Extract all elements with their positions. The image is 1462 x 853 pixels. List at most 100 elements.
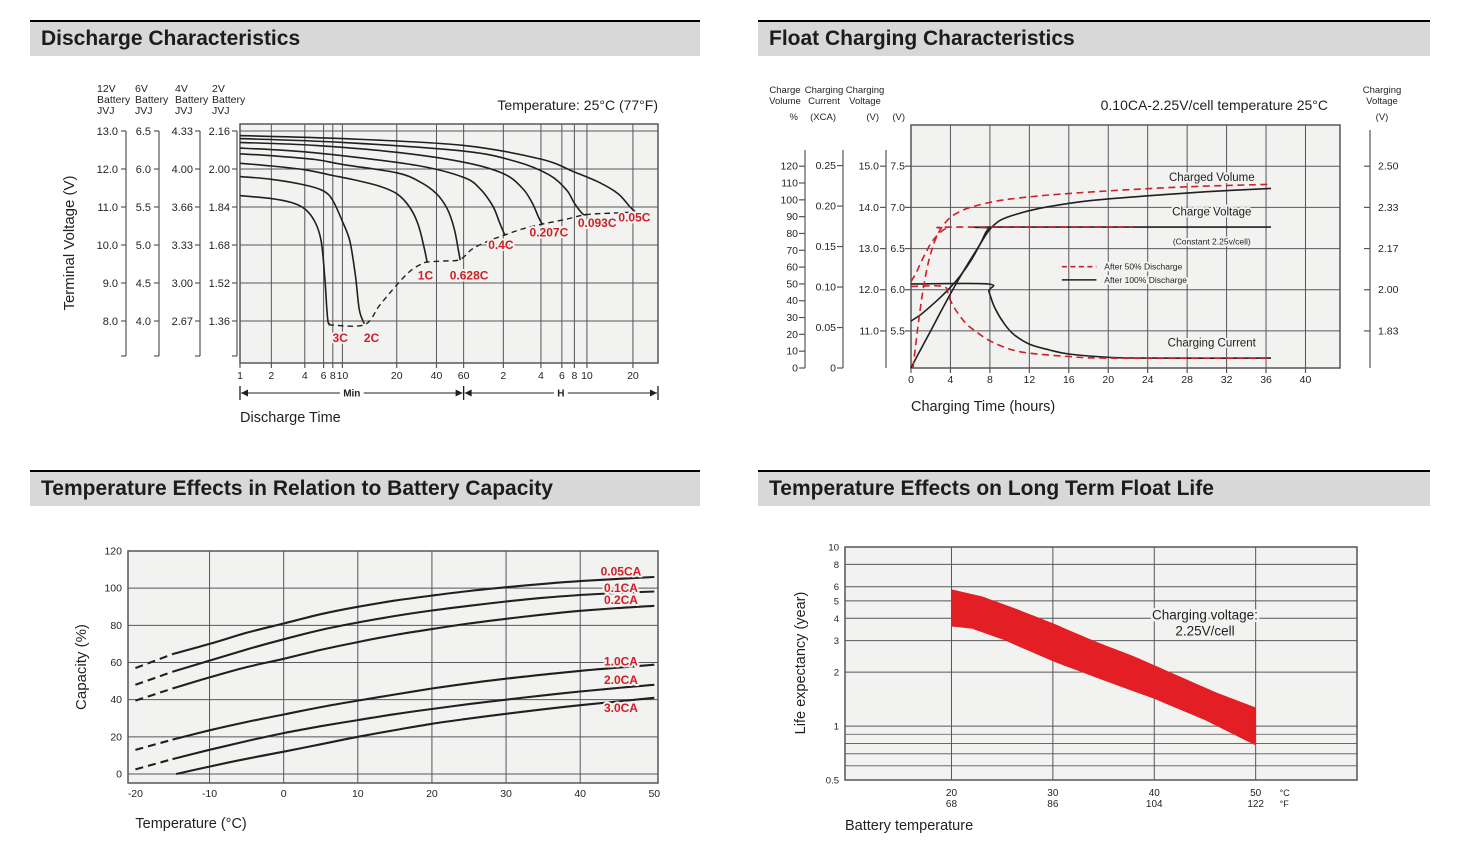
section-header-float-life: Temperature Effects on Long Term Float L… xyxy=(758,470,1430,506)
scale-tick-label: 10.0 xyxy=(97,240,118,252)
curve-3C xyxy=(239,194,331,325)
curve-1.0CA-cold-dashed xyxy=(135,738,173,751)
capacity-curves xyxy=(135,575,655,776)
float-charging-curves xyxy=(910,183,1272,369)
scale-tick-label: 3.33 xyxy=(172,240,193,252)
scale-tick-label: 15.0 xyxy=(859,161,880,173)
rate-label-0.1CA: 0.1CA xyxy=(604,581,638,595)
curve-charged-volume-after-100 xyxy=(910,187,1272,369)
scale-header: Voltage xyxy=(1366,96,1398,107)
scale-tick-label: 2.00 xyxy=(209,164,230,176)
rate-label-0.2CA: 0.2CA xyxy=(604,593,638,607)
scale-tick-label: 6.5 xyxy=(136,126,151,138)
scale-tick-label: 50 xyxy=(786,278,798,290)
rate-label-2C: 2C xyxy=(364,331,380,345)
x-axis-title: Charging Time (hours) xyxy=(911,399,1055,415)
gridlines xyxy=(911,125,1340,368)
x-tick-label: 10 xyxy=(581,370,593,382)
time-range-arrows: Min H xyxy=(239,385,659,404)
curve-0.207C xyxy=(239,141,544,225)
plot-border xyxy=(910,124,1341,369)
scale-tick-label: 40 xyxy=(786,295,798,307)
y-tick-label: 6 xyxy=(834,582,839,593)
gridlines xyxy=(128,551,658,783)
x-unit-celsius: °C xyxy=(1280,788,1291,798)
x-tick-label-celsius: 50 xyxy=(1250,788,1262,799)
scale-tick-label: 0.25 xyxy=(816,160,837,172)
section-header-float-charging: Float Charging Characteristics xyxy=(758,20,1430,56)
scale-tick-label: 1.36 xyxy=(209,316,230,328)
section-title-float-charging: Float Charging Characteristics xyxy=(769,27,1075,50)
curve-3.0CA xyxy=(175,696,655,776)
y-tick-label: 60 xyxy=(110,657,122,669)
curve-2C xyxy=(239,175,365,324)
legend-label: After 100% Discharge xyxy=(1104,275,1187,285)
x-tick-label: 36 xyxy=(1260,374,1272,386)
scale-header: JVJ xyxy=(97,105,115,117)
y-tick-label: 10 xyxy=(828,542,839,553)
y-axis-title: Capacity (%) xyxy=(73,624,90,710)
y-tick-label: 0 xyxy=(116,769,122,781)
y-axis-title: Terminal Voltage (V) xyxy=(61,175,78,310)
curve-0.1CA xyxy=(172,590,655,673)
x-tick-label: 40 xyxy=(574,788,586,800)
scale-tick-label: 2.00 xyxy=(1378,284,1399,296)
scale-tick-label: 11.0 xyxy=(859,325,879,337)
section-title-temp-capacity: Temperature Effects in Relation to Batte… xyxy=(41,477,553,500)
plot-area xyxy=(128,551,658,783)
x-unit-fahrenheit: °F xyxy=(1280,799,1290,809)
arrowhead-right xyxy=(650,389,657,397)
float-life-chart: 1086543210.5206830864010450122°C°FChargi… xyxy=(793,542,1358,834)
scale-header: 12V xyxy=(97,83,116,95)
scale-tick-label: 5.5 xyxy=(136,202,151,214)
scale-tick-label: 10 xyxy=(786,346,798,358)
y-tick-label: 120 xyxy=(104,546,122,558)
rate-label-0.05C: 0.05C xyxy=(618,211,650,225)
range-label-h: H xyxy=(557,389,564,400)
scale-tick-label: 13.0 xyxy=(97,126,118,138)
rate-label-0.05CA: 0.05CA xyxy=(601,564,642,578)
scale-unit: (V) xyxy=(892,112,905,123)
scale-tick-label: 6.0 xyxy=(136,164,151,176)
scale-header: Charging xyxy=(1363,85,1402,96)
section-title-discharge: Discharge Characteristics xyxy=(41,27,301,50)
scale-tick-label: 0 xyxy=(792,363,798,375)
arrowhead-left xyxy=(241,389,248,397)
x-tick-label: 20 xyxy=(627,370,639,382)
scale-tick-label: 0 xyxy=(830,363,836,375)
x-axis-title: Discharge Time xyxy=(240,410,341,426)
x-tick-label: 2 xyxy=(268,370,274,382)
curve-0.2CA-cold-dashed xyxy=(135,687,173,702)
curve-0.628C xyxy=(239,153,461,261)
x-tick-label: 10 xyxy=(337,370,349,382)
x-tick-label: 0 xyxy=(281,788,287,800)
scale-header: 6V xyxy=(135,83,148,95)
plot-area xyxy=(911,125,1340,368)
scale-tick-label: 4.00 xyxy=(172,164,193,176)
scale-tick-label: 12.0 xyxy=(97,164,118,176)
x-tick-label: 8 xyxy=(571,370,577,382)
rate-label-0.207C: 0.207C xyxy=(530,225,569,239)
x-tick-label-celsius: 30 xyxy=(1047,788,1059,799)
y-tick-label: 40 xyxy=(110,694,122,706)
x-tick-label: 40 xyxy=(431,370,443,382)
scale-tick-label: 0.10 xyxy=(816,282,837,294)
scale-header: Volume xyxy=(769,96,801,107)
x-tick-label: 60 xyxy=(458,370,470,382)
plot-area xyxy=(240,124,658,363)
scale-header: Charging xyxy=(805,85,844,96)
x-tick-label-celsius: 20 xyxy=(946,788,958,799)
legend: After 50% Discharge After 100% Discharge xyxy=(1061,260,1189,287)
charging-voltage-annotation: Charging voltage: xyxy=(1152,607,1258,622)
x-tick-label: 0 xyxy=(908,374,914,386)
x-tick-label: 6 xyxy=(559,370,565,382)
scale-tick-label: 6.5 xyxy=(890,243,905,255)
scale-tick-label: 3.00 xyxy=(172,278,193,290)
rate-label-0.628C: 0.628C xyxy=(450,268,489,282)
gridlines xyxy=(239,124,658,363)
y-tick-label: 1 xyxy=(834,722,839,733)
curve-0.05CA-cold-dashed xyxy=(135,653,173,670)
x-tick-label: 2 xyxy=(500,370,506,382)
scale-header: 2V xyxy=(212,83,225,95)
